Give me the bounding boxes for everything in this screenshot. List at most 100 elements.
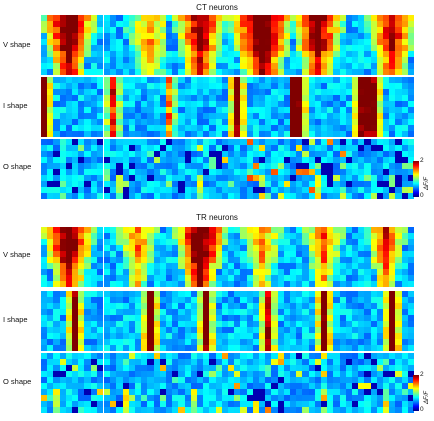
heatmap-cell (78, 157, 85, 164)
heatmap-cell (116, 239, 124, 246)
heatmap-cell (59, 281, 67, 287)
heatmap-cell (128, 407, 136, 413)
heatmap-cell (314, 309, 322, 316)
heatmap-cell (246, 69, 254, 75)
heatmap-cell (395, 113, 403, 120)
heatmap-panel-1-1-4 (290, 291, 352, 351)
heatmap-cell (135, 339, 142, 346)
heatmap-cell (178, 233, 186, 240)
heatmap-cell (141, 263, 148, 270)
heatmap-cell (159, 401, 166, 408)
heatmap-cell (283, 321, 290, 328)
heatmap-cell (321, 51, 328, 58)
heatmap-cell (376, 281, 384, 287)
heatmap-cell (302, 263, 310, 270)
heatmap-cell (166, 95, 173, 102)
heatmap-cell (290, 101, 297, 108)
heatmap-cell (296, 139, 303, 146)
heatmap-cell (234, 269, 241, 276)
heatmap-cell (104, 345, 111, 351)
heatmap-cell (383, 257, 390, 264)
heatmap-cell (47, 233, 54, 240)
heatmap-cell (228, 33, 235, 40)
heatmap-cell (321, 353, 328, 360)
heatmap-cell (327, 45, 334, 52)
heatmap-cell (246, 51, 254, 58)
heatmap-panel-0-0-3 (228, 15, 290, 75)
heatmap-cell (327, 119, 334, 126)
heatmap-cell (84, 291, 92, 298)
heatmap-cell (116, 365, 124, 372)
heatmap-cell (265, 187, 272, 194)
heatmap-cell (65, 321, 73, 328)
heatmap-cell (166, 227, 173, 234)
heatmap-cell (271, 389, 279, 396)
heatmap-cell (383, 345, 390, 351)
heatmap-cell (84, 309, 92, 316)
heatmap-cell (203, 45, 210, 52)
heatmap-cell (47, 69, 54, 75)
heatmap-cell (376, 327, 384, 334)
heatmap-cell (259, 163, 266, 170)
heatmap-cell (78, 359, 85, 366)
heatmap-cell (122, 163, 130, 170)
heatmap-cell (370, 101, 378, 108)
heatmap-cell (352, 51, 359, 58)
heatmap-cell (358, 407, 365, 413)
heatmap-cell (96, 233, 103, 240)
heatmap-cell (128, 175, 136, 182)
heatmap-cell (59, 321, 67, 328)
heatmap-cell (370, 365, 378, 372)
heatmap-cell (302, 163, 310, 170)
heatmap-cell (308, 187, 316, 194)
heatmap-cell (141, 227, 148, 234)
heatmap-panel-0-2-0 (41, 139, 103, 199)
heatmap-cell (84, 69, 92, 75)
heatmap-cell (209, 389, 217, 396)
heatmap-cell (197, 21, 204, 28)
heatmap-cell (59, 257, 67, 264)
heatmap-panel-0-2-2 (166, 139, 228, 199)
heatmap-cell (122, 383, 130, 390)
heatmap-cell (104, 113, 111, 120)
heatmap-cell (65, 263, 73, 270)
heatmap-cell (308, 83, 316, 90)
heatmap-cell (159, 145, 166, 152)
heatmap-cell (47, 83, 54, 90)
heatmap-cell (184, 119, 192, 126)
heatmap-cell (153, 359, 161, 366)
heatmap-cell (370, 239, 378, 246)
heatmap-cell (352, 389, 359, 396)
heatmap-cell (265, 51, 272, 58)
heatmap-cell (376, 57, 384, 64)
heatmap-cell (41, 333, 48, 340)
heatmap-cell (96, 181, 103, 188)
heatmap-cell (221, 33, 228, 40)
heatmap-cell (96, 281, 103, 287)
heatmap-cell (290, 227, 297, 234)
heatmap-cell (128, 69, 136, 75)
heatmap-cell (221, 245, 228, 252)
heatmap-cell (135, 77, 142, 84)
heatmap-cell (252, 245, 260, 252)
heatmap-cell (246, 383, 254, 390)
heatmap-cell (159, 77, 166, 84)
heatmap-cell (327, 353, 334, 360)
heatmap-cell (327, 327, 334, 334)
heatmap-cell (153, 281, 161, 287)
heatmap-cell (147, 377, 155, 384)
heatmap-cell (358, 339, 365, 346)
heatmap-cell (314, 315, 322, 322)
heatmap-cell (90, 291, 98, 298)
heatmap-cell (122, 157, 130, 164)
heatmap-cell (327, 333, 334, 340)
heatmap-cell (314, 21, 322, 28)
heatmap-cell (296, 233, 303, 240)
heatmap-cell (240, 57, 248, 64)
heatmap-cell (228, 151, 235, 158)
heatmap-cell (116, 297, 124, 304)
heatmap-cell (314, 95, 322, 102)
heatmap-cell (116, 77, 124, 84)
heatmap-panel-0-2-1 (104, 139, 166, 199)
heatmap-cell (215, 15, 223, 22)
